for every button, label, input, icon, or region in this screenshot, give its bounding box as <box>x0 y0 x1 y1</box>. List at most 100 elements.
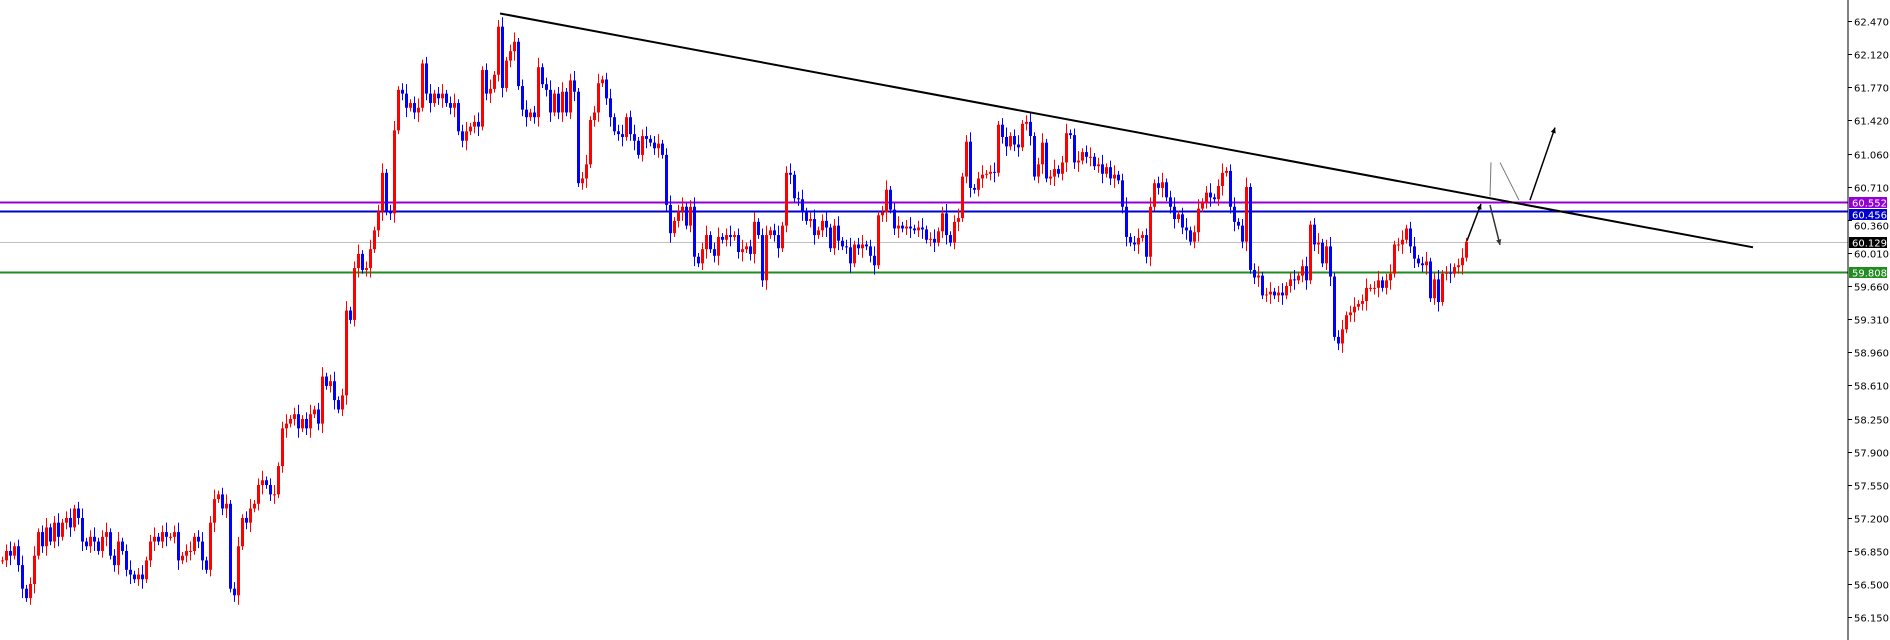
candle <box>673 217 676 237</box>
candle-body <box>1365 287 1368 302</box>
candle-body <box>461 131 464 141</box>
candle <box>53 516 56 549</box>
candle-body <box>113 555 116 566</box>
candle-body <box>469 126 472 132</box>
candle <box>309 404 312 438</box>
candle <box>337 396 340 414</box>
candle <box>981 165 984 188</box>
y-tick-label: 61.420 <box>1854 117 1889 128</box>
candle <box>1105 163 1108 178</box>
candle <box>825 211 828 237</box>
candle <box>797 191 800 206</box>
candle-body <box>613 117 616 132</box>
candle-body <box>185 550 188 556</box>
y-tick-label: 57.200 <box>1854 515 1889 526</box>
candle-body <box>73 508 76 528</box>
candle <box>1197 199 1200 242</box>
candle <box>569 73 572 120</box>
candle <box>605 72 608 105</box>
candle-body <box>361 253 364 270</box>
candle <box>737 228 740 259</box>
candle-body <box>161 532 164 542</box>
candle-body <box>1301 266 1304 276</box>
candle <box>745 242 748 253</box>
candle-body <box>165 532 168 537</box>
line-drawing[interactable] <box>1489 162 1492 197</box>
candle-body <box>1413 246 1416 259</box>
candle-body <box>9 550 12 556</box>
candle-body <box>173 532 176 537</box>
candle-body <box>145 560 148 580</box>
candle <box>1297 271 1300 285</box>
line-drawing[interactable] <box>1499 162 1520 201</box>
candle-body <box>1329 246 1332 277</box>
candle-body <box>945 213 948 236</box>
candle-body <box>57 522 60 537</box>
candle <box>249 499 252 533</box>
y-tick-label: 58.250 <box>1854 416 1889 427</box>
candle-body <box>649 138 652 143</box>
candle <box>125 544 128 577</box>
y-tick-label: 57.900 <box>1854 449 1889 460</box>
candle-body <box>1005 136 1008 147</box>
candle-body <box>981 174 984 179</box>
candle <box>361 250 364 274</box>
candle <box>273 484 276 504</box>
candle-body <box>1069 133 1072 136</box>
candle-body <box>929 238 932 240</box>
candle-body <box>1345 315 1348 330</box>
arrow-drawing[interactable] <box>1529 127 1556 201</box>
candle-body <box>169 536 172 538</box>
candle-body <box>953 221 956 243</box>
arrow-drawing[interactable] <box>1466 203 1482 241</box>
candle <box>1341 319 1344 353</box>
candle <box>137 567 140 586</box>
candle-body <box>769 230 772 236</box>
candle-body <box>341 395 344 410</box>
candle-body <box>841 240 844 247</box>
candle-body <box>825 220 828 228</box>
candle-body <box>421 63 424 108</box>
candle <box>941 206 944 238</box>
candle-body <box>585 164 588 179</box>
trendline[interactable] <box>499 12 1754 249</box>
candle <box>789 163 792 185</box>
candle-body <box>1409 228 1412 247</box>
level-label: 60.552 <box>1852 199 1887 210</box>
candle-body <box>677 211 680 221</box>
candle-body <box>33 555 36 584</box>
candle-body <box>1265 294 1268 296</box>
candle-body <box>1369 287 1372 289</box>
candle <box>581 171 584 190</box>
candle-body <box>365 268 368 270</box>
candle <box>169 533 172 541</box>
candle <box>1125 197 1128 247</box>
candle <box>1141 231 1144 242</box>
candle <box>905 219 908 236</box>
candle-body <box>1217 186 1220 200</box>
candle-body <box>425 63 428 94</box>
candle <box>1013 129 1016 152</box>
candle <box>109 528 112 560</box>
candle <box>1457 258 1460 274</box>
candle <box>1373 281 1376 295</box>
candle <box>769 226 772 239</box>
y-tick-label: 56.850 <box>1854 548 1889 559</box>
candle <box>437 87 440 105</box>
candle-body <box>477 121 480 127</box>
price-axis[interactable]: 62.470 62.120 61.770 61.420 61.060 60.710 60.3… <box>1848 18 1889 625</box>
candle-body <box>833 225 836 249</box>
candle <box>1421 256 1424 272</box>
candle <box>1409 221 1412 253</box>
candle <box>373 226 376 253</box>
candle-body <box>725 235 728 240</box>
candle <box>1313 218 1316 252</box>
arrow-head-icon <box>1476 203 1482 210</box>
candle-body <box>209 522 212 570</box>
arrow-drawing[interactable] <box>1489 204 1501 246</box>
candle <box>1077 151 1080 172</box>
candle <box>73 504 76 532</box>
candle <box>25 584 28 602</box>
